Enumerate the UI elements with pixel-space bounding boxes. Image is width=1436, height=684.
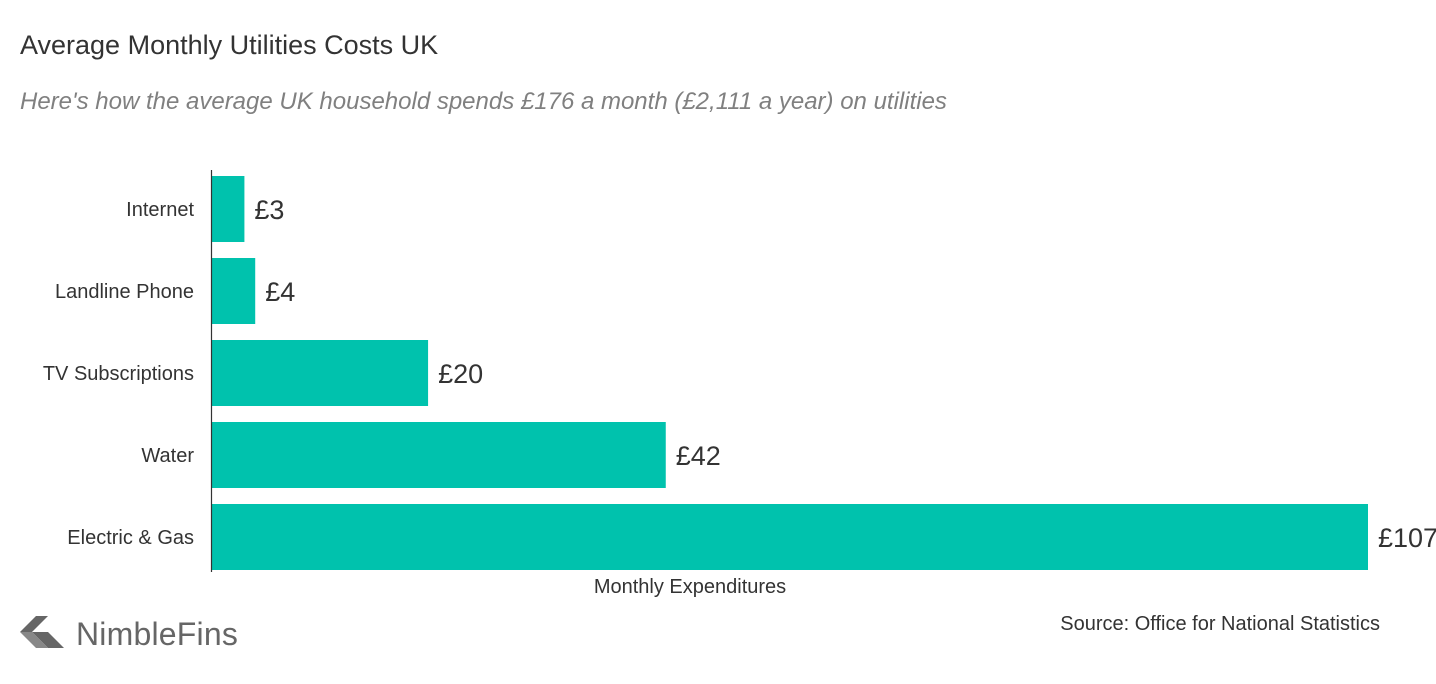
value-label: £42 <box>676 441 721 471</box>
value-label: £4 <box>265 277 295 307</box>
bar-tv-subscriptions <box>212 340 429 406</box>
value-label: £107 <box>1378 523 1436 553</box>
nimblefins-arrow-logo-icon <box>20 614 66 655</box>
bar-water <box>212 422 666 488</box>
value-label: £20 <box>438 359 483 389</box>
x-axis-label: Monthly Expenditures <box>593 576 787 598</box>
chart-subtitle: Here's how the average UK household spen… <box>20 88 947 115</box>
value-label: £3 <box>254 195 284 225</box>
bar-landline-phone <box>212 258 256 324</box>
source-note: Source: Office for National Statistics <box>1060 613 1380 635</box>
category-label: Water <box>141 445 194 467</box>
category-label: TV Subscriptions <box>43 363 194 385</box>
brand-name: NimbleFins <box>76 616 239 652</box>
bar-electric-gas <box>212 504 1368 570</box>
brand-logo: NimbleFins <box>20 614 238 655</box>
chart-title: Average Monthly Utilities Costs UK <box>20 30 439 60</box>
category-label: Electric & Gas <box>67 527 194 549</box>
bar-internet <box>212 176 245 242</box>
category-label: Landline Phone <box>55 281 194 303</box>
category-label: Internet <box>126 199 194 221</box>
